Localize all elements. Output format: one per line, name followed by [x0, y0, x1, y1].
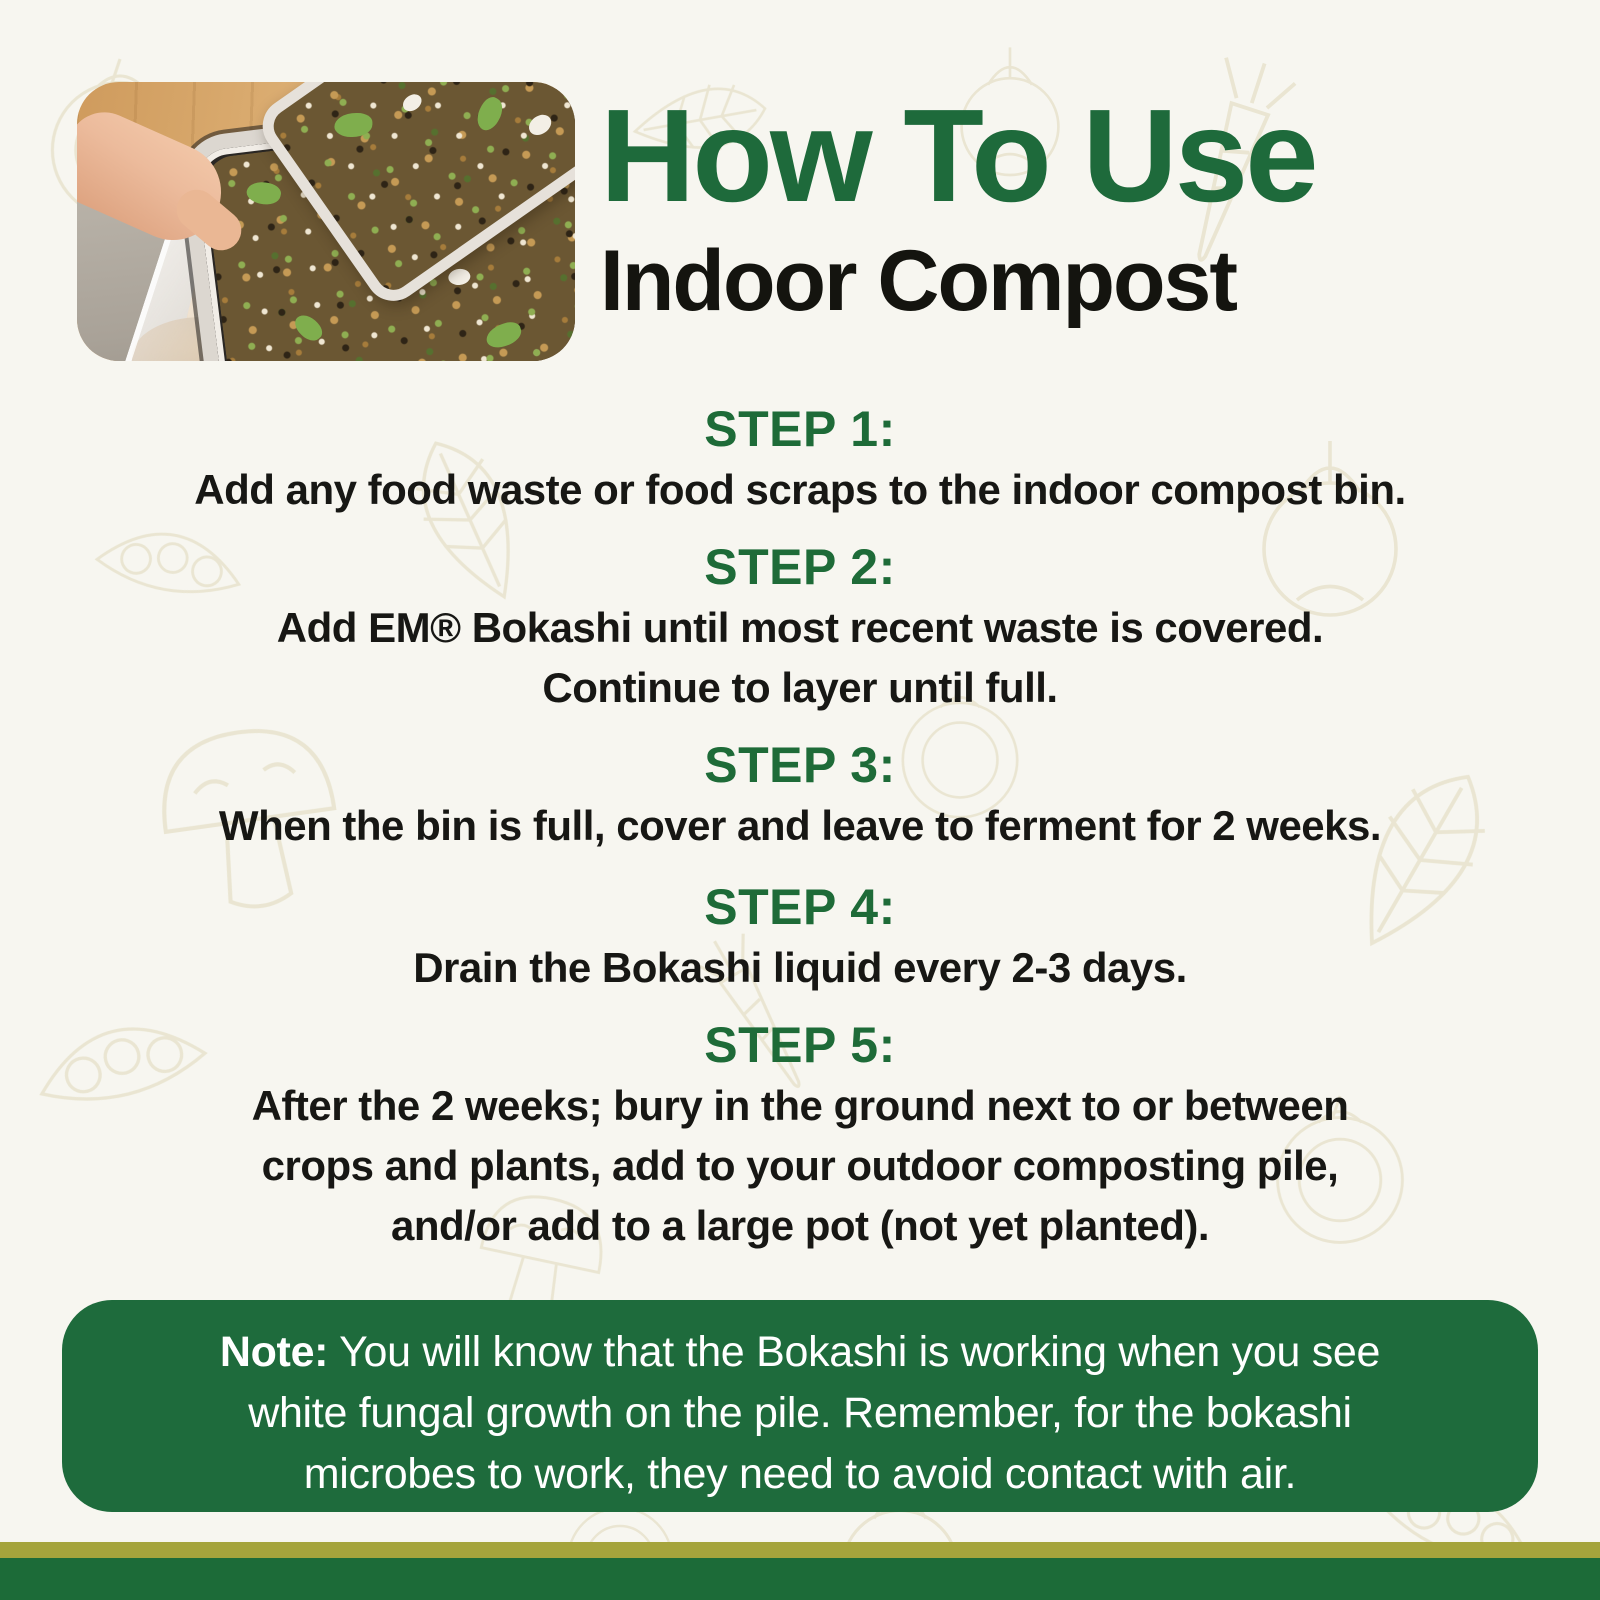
- note-line-1-text: You will know that the Bokashi is workin…: [339, 1328, 1381, 1376]
- step-4-text: Drain the Bokashi liquid every 2-3 days.: [413, 944, 1187, 991]
- step-2: STEP 2: Add EM® Bokashi until most recen…: [0, 536, 1600, 718]
- step-5-text-line-1: After the 2 weeks; bury in the ground ne…: [251, 1082, 1349, 1129]
- step-3-heading: STEP 3:: [704, 737, 896, 793]
- note-text-line-1: Note: You will know that the Bokashi is …: [62, 1322, 1538, 1383]
- header-block: How To Use Indoor Compost: [600, 82, 1520, 329]
- note-box: Note: You will know that the Bokashi is …: [62, 1300, 1538, 1512]
- compost-photo: [77, 82, 575, 361]
- olive-accent-bar: [0, 1542, 1600, 1558]
- herb-fleck: [483, 319, 525, 351]
- note-text-line-3: microbes to work, they need to avoid con…: [303, 1450, 1297, 1498]
- step-4: STEP 4: Drain the Bokashi liquid every 2…: [0, 876, 1600, 998]
- step-2-text-line-2: Continue to layer until full.: [542, 664, 1058, 711]
- step-3-text: When the bin is full, cover and leave to…: [218, 802, 1382, 849]
- bottom-green-bar: [0, 1558, 1600, 1600]
- herb-fleck: [244, 178, 283, 208]
- eggshell-fleck: [447, 267, 472, 287]
- eggshell-fleck: [525, 110, 556, 140]
- herb-fleck: [471, 93, 508, 135]
- step-1-text: Add any food waste or food scraps to the…: [194, 466, 1406, 513]
- note-label: Note:: [219, 1328, 329, 1376]
- step-3: STEP 3: When the bin is full, cover and …: [0, 734, 1600, 856]
- step-5: STEP 5: After the 2 weeks; bury in the g…: [0, 1014, 1600, 1256]
- step-2-heading: STEP 2:: [704, 539, 896, 595]
- step-4-heading: STEP 4:: [704, 879, 896, 935]
- step-1-heading: STEP 1:: [704, 401, 896, 457]
- step-2-text-line-1: Add EM® Bokashi until most recent waste …: [276, 604, 1324, 651]
- eggshell-fleck: [399, 90, 425, 115]
- page-title: How To Use: [600, 82, 1319, 229]
- page-subtitle: Indoor Compost: [600, 233, 1238, 329]
- step-5-text-line-3: and/or add to a large pot (not yet plant…: [390, 1202, 1210, 1249]
- step-5-heading: STEP 5:: [704, 1017, 896, 1073]
- note-text-line-2: white fungal growth on the pile. Remembe…: [248, 1389, 1352, 1437]
- step-1: STEP 1: Add any food waste or food scrap…: [0, 398, 1600, 520]
- herb-fleck: [290, 309, 326, 346]
- step-5-text-line-2: crops and plants, add to your outdoor co…: [261, 1142, 1339, 1189]
- herb-fleck: [334, 113, 373, 138]
